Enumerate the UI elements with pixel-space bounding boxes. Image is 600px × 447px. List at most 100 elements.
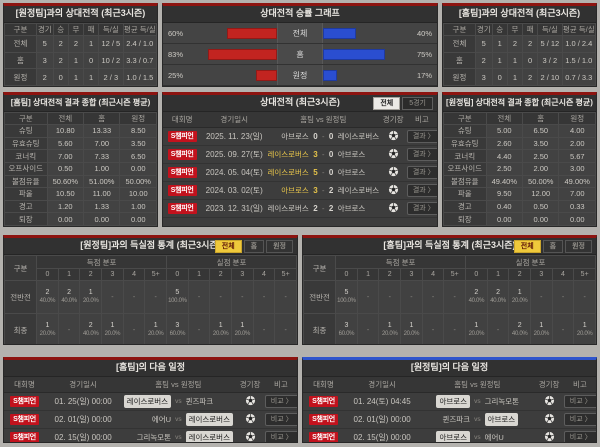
- tab-all[interactable]: 전체: [373, 97, 401, 110]
- empty-value: -: [453, 293, 456, 301]
- stadium-icon[interactable]: [245, 395, 256, 406]
- tab-all[interactable]: 전체: [513, 240, 541, 253]
- column-header: 구분: [4, 23, 37, 36]
- cell: 0: [82, 51, 100, 70]
- empty-value: -: [262, 293, 266, 301]
- row-label: 홈: [4, 51, 37, 70]
- stadium-icon[interactable]: [388, 202, 399, 213]
- tab-home[interactable]: 홈: [542, 240, 564, 253]
- panel-title: 상대전적 승률 그래프: [163, 6, 437, 23]
- cell: 2: [506, 35, 524, 53]
- goals-cell: -: [122, 313, 146, 344]
- goals-filter-tabs: 전체 홈 원정: [214, 240, 293, 253]
- row-label: 경고: [4, 199, 48, 214]
- goal-count-header: 4: [551, 268, 575, 281]
- away-team: 아브로스: [337, 149, 366, 159]
- tab-home[interactable]: 홈: [243, 240, 265, 253]
- goal-percent: 20.0%: [468, 330, 485, 337]
- compare-button[interactable]: 비교 〉: [264, 394, 297, 408]
- goal-count: 1: [45, 322, 50, 330]
- match-row: S챔피언 2025. 09. 27(토) 레이스로버스 3-0 아브로스 결과 〉: [163, 145, 437, 164]
- h2h-home-table: 구분 경기 승 무 패 득/실 평균 득/실 전체 5 2 2 1 12 / 5 2.4 / 1.0 홈 3 2…: [4, 23, 157, 86]
- stadium-icon[interactable]: [388, 184, 399, 195]
- table-row: 슈팅 5.00 6.50 4.00: [443, 124, 596, 138]
- row-label: 볼점유율: [4, 174, 48, 189]
- cell: 10.80: [46, 124, 85, 138]
- row-label: 경고: [443, 199, 487, 214]
- goal-count: 1: [240, 322, 245, 330]
- goal-count: 2: [88, 322, 93, 330]
- goal-count-header: 4: [421, 268, 445, 281]
- h2h-detail-row: [홈팀] 상대전적 결과 종합 (최근시즌 평균) 구분 전체 홈 원정 슈팅 10.80…: [3, 92, 597, 227]
- score-separator: -: [322, 185, 325, 195]
- corner-header: 구분: [4, 255, 38, 281]
- stadium-icon[interactable]: [544, 431, 555, 442]
- tab-5games[interactable]: 5경기: [402, 97, 433, 110]
- cell: 2 / 3: [98, 68, 124, 86]
- stadium-icon[interactable]: [544, 395, 555, 406]
- result-button[interactable]: 결과 〉: [406, 129, 437, 143]
- header-row: 구분 경기 승 무 패 득/실 평균 득/실: [4, 23, 157, 36]
- result-button[interactable]: 결과 〉: [406, 183, 437, 197]
- table-row: 볼점유율 50.60% 51.00% 50.00%: [4, 174, 157, 189]
- goal-count: 1: [88, 289, 93, 297]
- column-header: 경기일시: [201, 112, 268, 128]
- result-button[interactable]: 결과 〉: [406, 147, 437, 161]
- column-header: 구분: [4, 112, 48, 125]
- stadium-icon[interactable]: [388, 148, 399, 159]
- result-button[interactable]: 결과 〉: [406, 201, 437, 215]
- empty-value: -: [431, 326, 435, 334]
- column-header: 득/실: [98, 23, 124, 36]
- compare-button[interactable]: 비교 〉: [563, 394, 596, 408]
- stadium-icon[interactable]: [544, 413, 555, 424]
- goal-count-header: 1: [486, 268, 510, 281]
- compare-button[interactable]: 비교 〉: [563, 412, 596, 426]
- stadium-icon[interactable]: [245, 431, 256, 442]
- note-cell: 비교 〉: [563, 410, 596, 429]
- goals-cell: 1 20.0%: [36, 313, 59, 344]
- tab-all[interactable]: 전체: [214, 240, 242, 253]
- goal-count: 1: [110, 322, 115, 330]
- column-header: 대회명: [303, 377, 345, 393]
- goals-row: 전반전 2 40.0% 2 40.0% 1 20.0% - - -5 100.0% - - - - -: [4, 280, 297, 314]
- column-header: 패: [82, 23, 100, 36]
- stadium-cell: [534, 410, 564, 429]
- compare-button[interactable]: 비교 〉: [264, 412, 297, 426]
- home-team: 아브로스: [281, 131, 309, 141]
- note-cell: 결과 〉: [406, 127, 437, 146]
- cell: 1: [506, 51, 524, 70]
- goals-cell: 1 20.0%: [508, 280, 532, 314]
- goal-count-header: 0: [36, 268, 59, 281]
- note-cell: 결과 〉: [406, 199, 437, 218]
- league-badge: S챔피언: [167, 166, 197, 178]
- stadium-icon[interactable]: [245, 413, 256, 424]
- summary-home-table: 구분 전체 홈 원정 슈팅 10.80 13.33 8.50 유효슈팅 5.60 7.00 3.50 코…: [4, 112, 157, 226]
- home-winrate-bar: [227, 27, 277, 39]
- away-winrate-bar: [323, 27, 357, 39]
- row-label: 슈팅: [4, 124, 48, 138]
- vs-label: vs: [474, 415, 481, 423]
- home-score: 3: [313, 185, 318, 195]
- stadium-icon[interactable]: [388, 130, 399, 141]
- cell: 49.00%: [558, 174, 596, 189]
- result-button[interactable]: 결과 〉: [406, 165, 437, 179]
- stadium-icon[interactable]: [388, 166, 399, 177]
- tab-away[interactable]: 원정: [565, 240, 592, 253]
- goals-cell: -: [101, 280, 124, 314]
- match-row: S챔피언 2024. 03. 02(토) 아브로스 3-2 레이스로버스 결과 〉: [163, 181, 437, 200]
- stadium-cell: [235, 428, 265, 442]
- goal-count-header: 0: [166, 268, 189, 281]
- fixture-row: S챔피언 02. 15(일) 00:00 그리녹모톤 vs 레이스로버스 비교 〉: [4, 428, 297, 442]
- league-cell: S챔피언: [4, 392, 46, 411]
- goals-cell: -: [573, 280, 596, 314]
- fixture-cell: 에어U vs 레이스로버스: [121, 410, 236, 429]
- note-cell: 비교 〉: [264, 410, 297, 429]
- column-header: 경기장: [534, 377, 564, 393]
- cell: 7.00: [46, 149, 85, 163]
- compare-button[interactable]: 비교 〉: [264, 430, 297, 442]
- goal-count-header: 1: [57, 268, 81, 281]
- goals-row: 최종 3 60.0% -1 20.0% 1 20.0% - -1 20.0% -2 40.0% 1 20.…: [303, 313, 596, 344]
- match-date: 2024. 05. 04(토): [201, 163, 268, 182]
- compare-button[interactable]: 비교 〉: [563, 430, 596, 442]
- tab-away[interactable]: 원정: [266, 240, 293, 253]
